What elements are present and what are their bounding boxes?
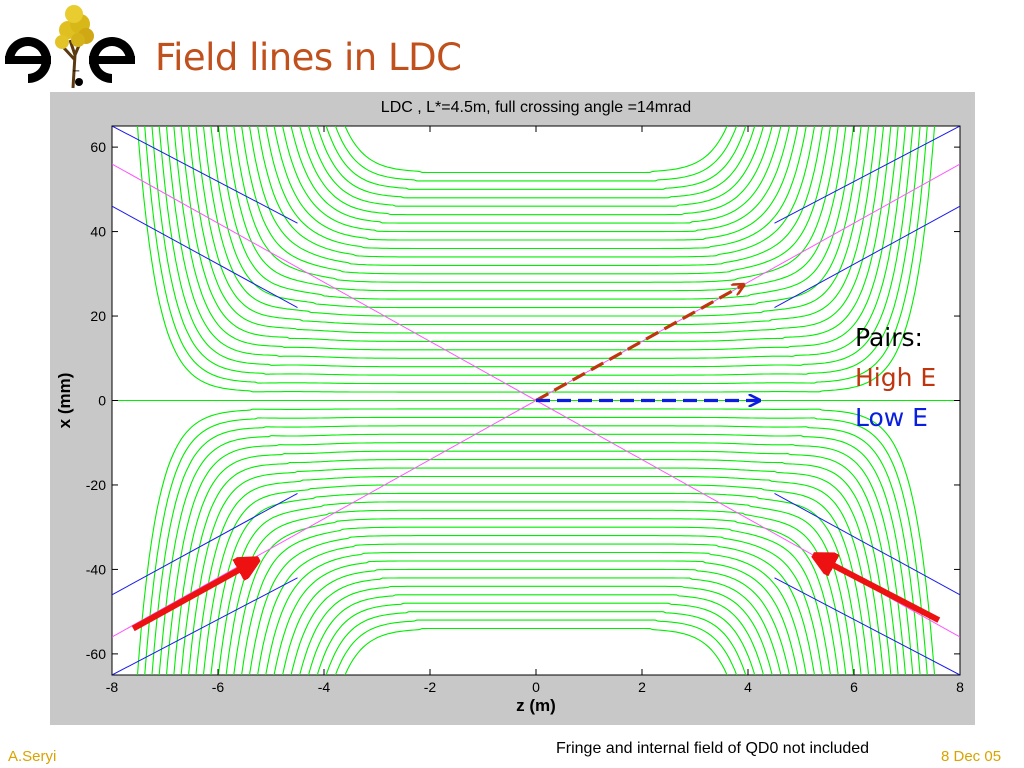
high-e-label: High E <box>855 363 937 392</box>
field-line <box>202 126 870 317</box>
field-line <box>173 450 899 675</box>
field-line <box>248 126 824 266</box>
aperture-line <box>112 492 298 596</box>
date-footer: 8 Dec 05 <box>941 748 1002 765</box>
field-line <box>334 619 738 675</box>
field-line <box>136 408 936 675</box>
x-tick-label: -4 <box>318 679 331 695</box>
field-line <box>188 126 885 334</box>
field-line <box>334 126 738 182</box>
field-line <box>241 526 832 675</box>
field-line <box>136 126 936 393</box>
aperture-line <box>774 577 960 675</box>
pairs-heading: Pairs: <box>855 323 923 352</box>
x-tick-label: -2 <box>424 679 437 695</box>
y-tick-label: 20 <box>90 308 106 324</box>
field-line <box>265 126 807 250</box>
field-line <box>316 602 756 675</box>
field-line <box>173 126 899 351</box>
field-line <box>282 568 790 675</box>
field-line <box>344 627 728 675</box>
x-axis-label: z (m) <box>516 696 556 715</box>
y-tick-label: 40 <box>90 224 106 240</box>
field-line <box>217 501 855 675</box>
field-line <box>165 442 907 675</box>
aperture-line <box>112 126 298 224</box>
aperture-line <box>112 577 298 675</box>
y-tick-label: -40 <box>86 561 106 577</box>
field-line <box>290 126 782 224</box>
field-line <box>299 585 773 675</box>
slide-title: Field lines in LDC <box>155 36 462 79</box>
field-line <box>165 126 907 359</box>
incoming-right-arrow <box>817 557 941 623</box>
x-tick-label: 0 <box>532 679 540 695</box>
field-line <box>151 126 921 376</box>
x-tick-label: 4 <box>744 679 752 695</box>
author-footer: A.Seryi <box>8 748 57 765</box>
field-line <box>257 126 816 258</box>
y-axis-label: x (mm) <box>55 373 74 429</box>
field-line <box>290 577 782 675</box>
tree-icon <box>55 5 94 89</box>
field-line <box>233 126 839 283</box>
aperture-line <box>774 126 960 224</box>
field-line <box>225 126 847 292</box>
field-line <box>151 425 921 675</box>
low-e-label: Low E <box>855 403 928 432</box>
field-line <box>307 594 765 675</box>
field-line <box>217 126 855 300</box>
svg-text:−: − <box>72 66 80 77</box>
field-line <box>248 535 824 675</box>
field-line <box>273 126 799 241</box>
field-line <box>180 126 892 342</box>
y-tick-label: 0 <box>98 393 106 409</box>
field-line <box>144 416 928 675</box>
plot-content <box>112 126 960 675</box>
x-tick-label: 6 <box>850 679 858 695</box>
y-tick-label: -20 <box>86 477 106 493</box>
figure-panel: -8 -6 -4 -2 0 2 4 6 8 -60 -40 -20 0 20 40 60 LDC , L*=4.… <box>50 92 975 725</box>
aperture-line <box>774 205 960 309</box>
field-line <box>158 126 914 368</box>
field-line <box>325 126 747 190</box>
field-line <box>257 543 816 675</box>
field-line <box>144 126 928 385</box>
y-tick-label: -60 <box>86 646 106 662</box>
chart-title: LDC , L*=4.5m, full crossing angle =14mr… <box>381 99 691 116</box>
field-line <box>180 459 892 675</box>
x-tick-label: -8 <box>106 679 119 695</box>
field-line <box>158 433 914 675</box>
field-line <box>325 611 747 675</box>
ee-logo: − <box>5 5 135 89</box>
field-line <box>195 126 877 326</box>
field-line <box>299 126 773 216</box>
field-line <box>307 126 765 207</box>
aperture-line <box>774 492 960 596</box>
x-tick-label: 8 <box>956 679 964 695</box>
y-tick-label: 60 <box>90 139 106 155</box>
field-line <box>316 126 756 199</box>
field-line <box>202 484 870 675</box>
pairs-legend: Pairs: High E Low E <box>855 318 936 438</box>
incoming-left-arrow <box>131 561 255 632</box>
field-line <box>265 551 807 675</box>
field-line <box>273 560 799 675</box>
field-line <box>195 475 877 675</box>
x-tick-label: 2 <box>638 679 646 695</box>
ee-symbol-icon: − <box>5 37 135 86</box>
field-line <box>344 126 728 174</box>
field-line <box>241 126 832 275</box>
high-e-arrow <box>535 285 743 402</box>
field-line <box>188 467 885 675</box>
aperture-line <box>112 205 298 309</box>
x-tick-label: -6 <box>212 679 225 695</box>
field-line <box>282 126 790 233</box>
footnote: Fringe and internal field of QD0 not inc… <box>556 740 870 757</box>
